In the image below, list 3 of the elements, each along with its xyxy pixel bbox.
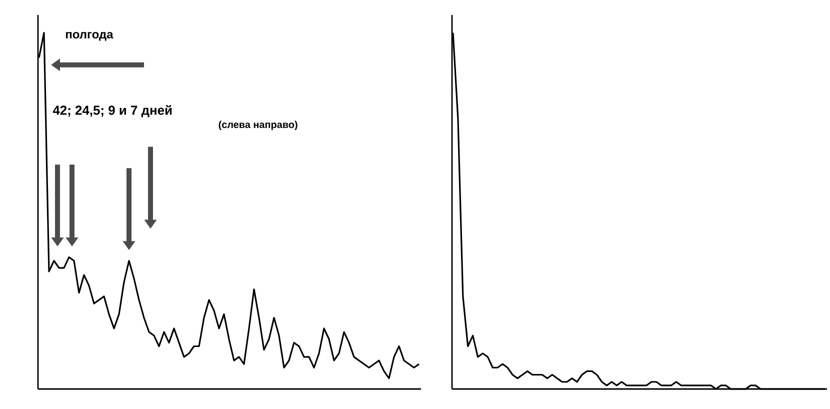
annotation: (слева направо) (218, 120, 298, 130)
annotation: полгода (66, 32, 114, 41)
annotation: 42; 24,5; 9 и 7 дней (52, 105, 172, 118)
